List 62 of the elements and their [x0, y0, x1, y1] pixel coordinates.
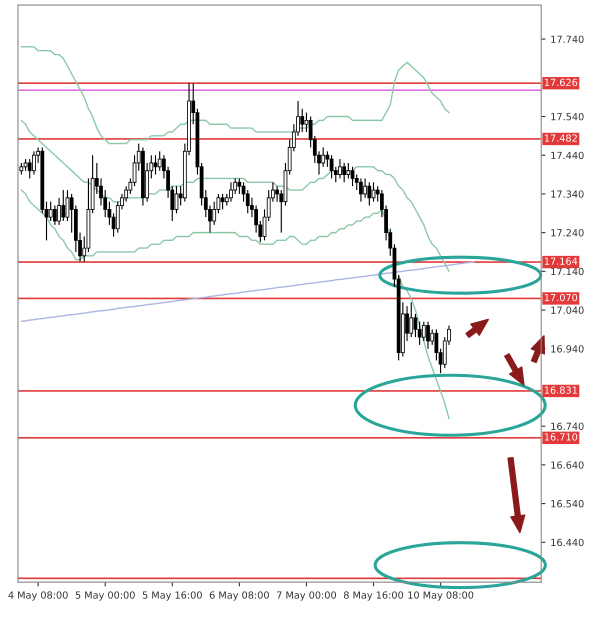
- candlestick: [224, 193, 229, 206]
- candlestick: [350, 166, 354, 187]
- candlestick: [53, 204, 57, 226]
- ref-line-label: 17.482: [544, 134, 577, 142]
- ref-line-label: 16.710: [544, 433, 578, 441]
- candlestick: [367, 182, 372, 206]
- candlestick: [321, 146, 326, 168]
- y-tick-label: 17.140: [551, 268, 584, 276]
- x-tick-label: 10 May 08:00: [408, 591, 474, 601]
- line-series: [20, 120, 450, 272]
- candlestick: [300, 108, 304, 133]
- candlestick: [246, 189, 250, 214]
- y-tick-label: 16.440: [551, 538, 584, 546]
- x-tick-label: 6 May 08:00: [210, 591, 269, 601]
- ref-line-label: 16.831: [544, 386, 577, 394]
- y-tick-label: 17.440: [551, 152, 584, 160]
- candlestick: [346, 162, 350, 179]
- candlestick: [354, 174, 359, 191]
- candlestick: [338, 158, 342, 179]
- y-tick-label: 16.740: [551, 422, 584, 430]
- candlestick: [103, 189, 108, 218]
- y-tick-label: 16.540: [551, 500, 584, 508]
- candlestick: [154, 154, 158, 176]
- y-tick-label: 17.340: [551, 190, 584, 198]
- candlestick: [28, 158, 32, 179]
- ref-line-label: 17.164: [544, 258, 578, 265]
- candlestick: [342, 162, 346, 183]
- candlestick: [158, 150, 162, 172]
- candlestick: [174, 186, 178, 214]
- candlestick: [233, 178, 238, 194]
- candlestick: [220, 193, 224, 210]
- ref-line-label: 17.070: [544, 294, 578, 302]
- ref-line-label: 17.626: [544, 78, 578, 86]
- candlestick: [32, 150, 36, 176]
- candlestick: [124, 186, 128, 202]
- candlestick: [19, 162, 24, 176]
- y-tick-label: 17.040: [551, 306, 584, 314]
- x-tick-label: 7 May 00:00: [276, 591, 336, 601]
- x-tick-label: 5 May 16:00: [142, 591, 202, 601]
- x-tick-label: 5 May 00:00: [76, 591, 135, 601]
- candlestick: [229, 182, 233, 202]
- y-tick-label: 16.940: [551, 345, 584, 353]
- candlestick: [409, 302, 414, 338]
- x-tick-label: 8 May 16:00: [344, 591, 404, 601]
- candlestick: [359, 178, 363, 202]
- candlestick: [48, 201, 53, 222]
- y-tick-label: 17.540: [551, 112, 584, 120]
- candlestick: [212, 201, 216, 226]
- candlestick: [61, 189, 66, 222]
- candlestick: [24, 158, 28, 172]
- x-tick-label: 4 May 08:00: [8, 591, 68, 601]
- y-tick-label: 16.640: [551, 461, 584, 469]
- y-tick-label: 17.740: [551, 36, 584, 43]
- line-series: [20, 261, 475, 322]
- y-tick-label: 17.240: [551, 229, 584, 236]
- candlestick: [363, 178, 368, 198]
- candlestick: [372, 182, 376, 202]
- candlestick: [330, 154, 334, 179]
- candlestick: [237, 178, 242, 194]
- candlestick: [422, 321, 426, 342]
- candlestick: [426, 321, 430, 350]
- candlestick: [116, 201, 120, 234]
